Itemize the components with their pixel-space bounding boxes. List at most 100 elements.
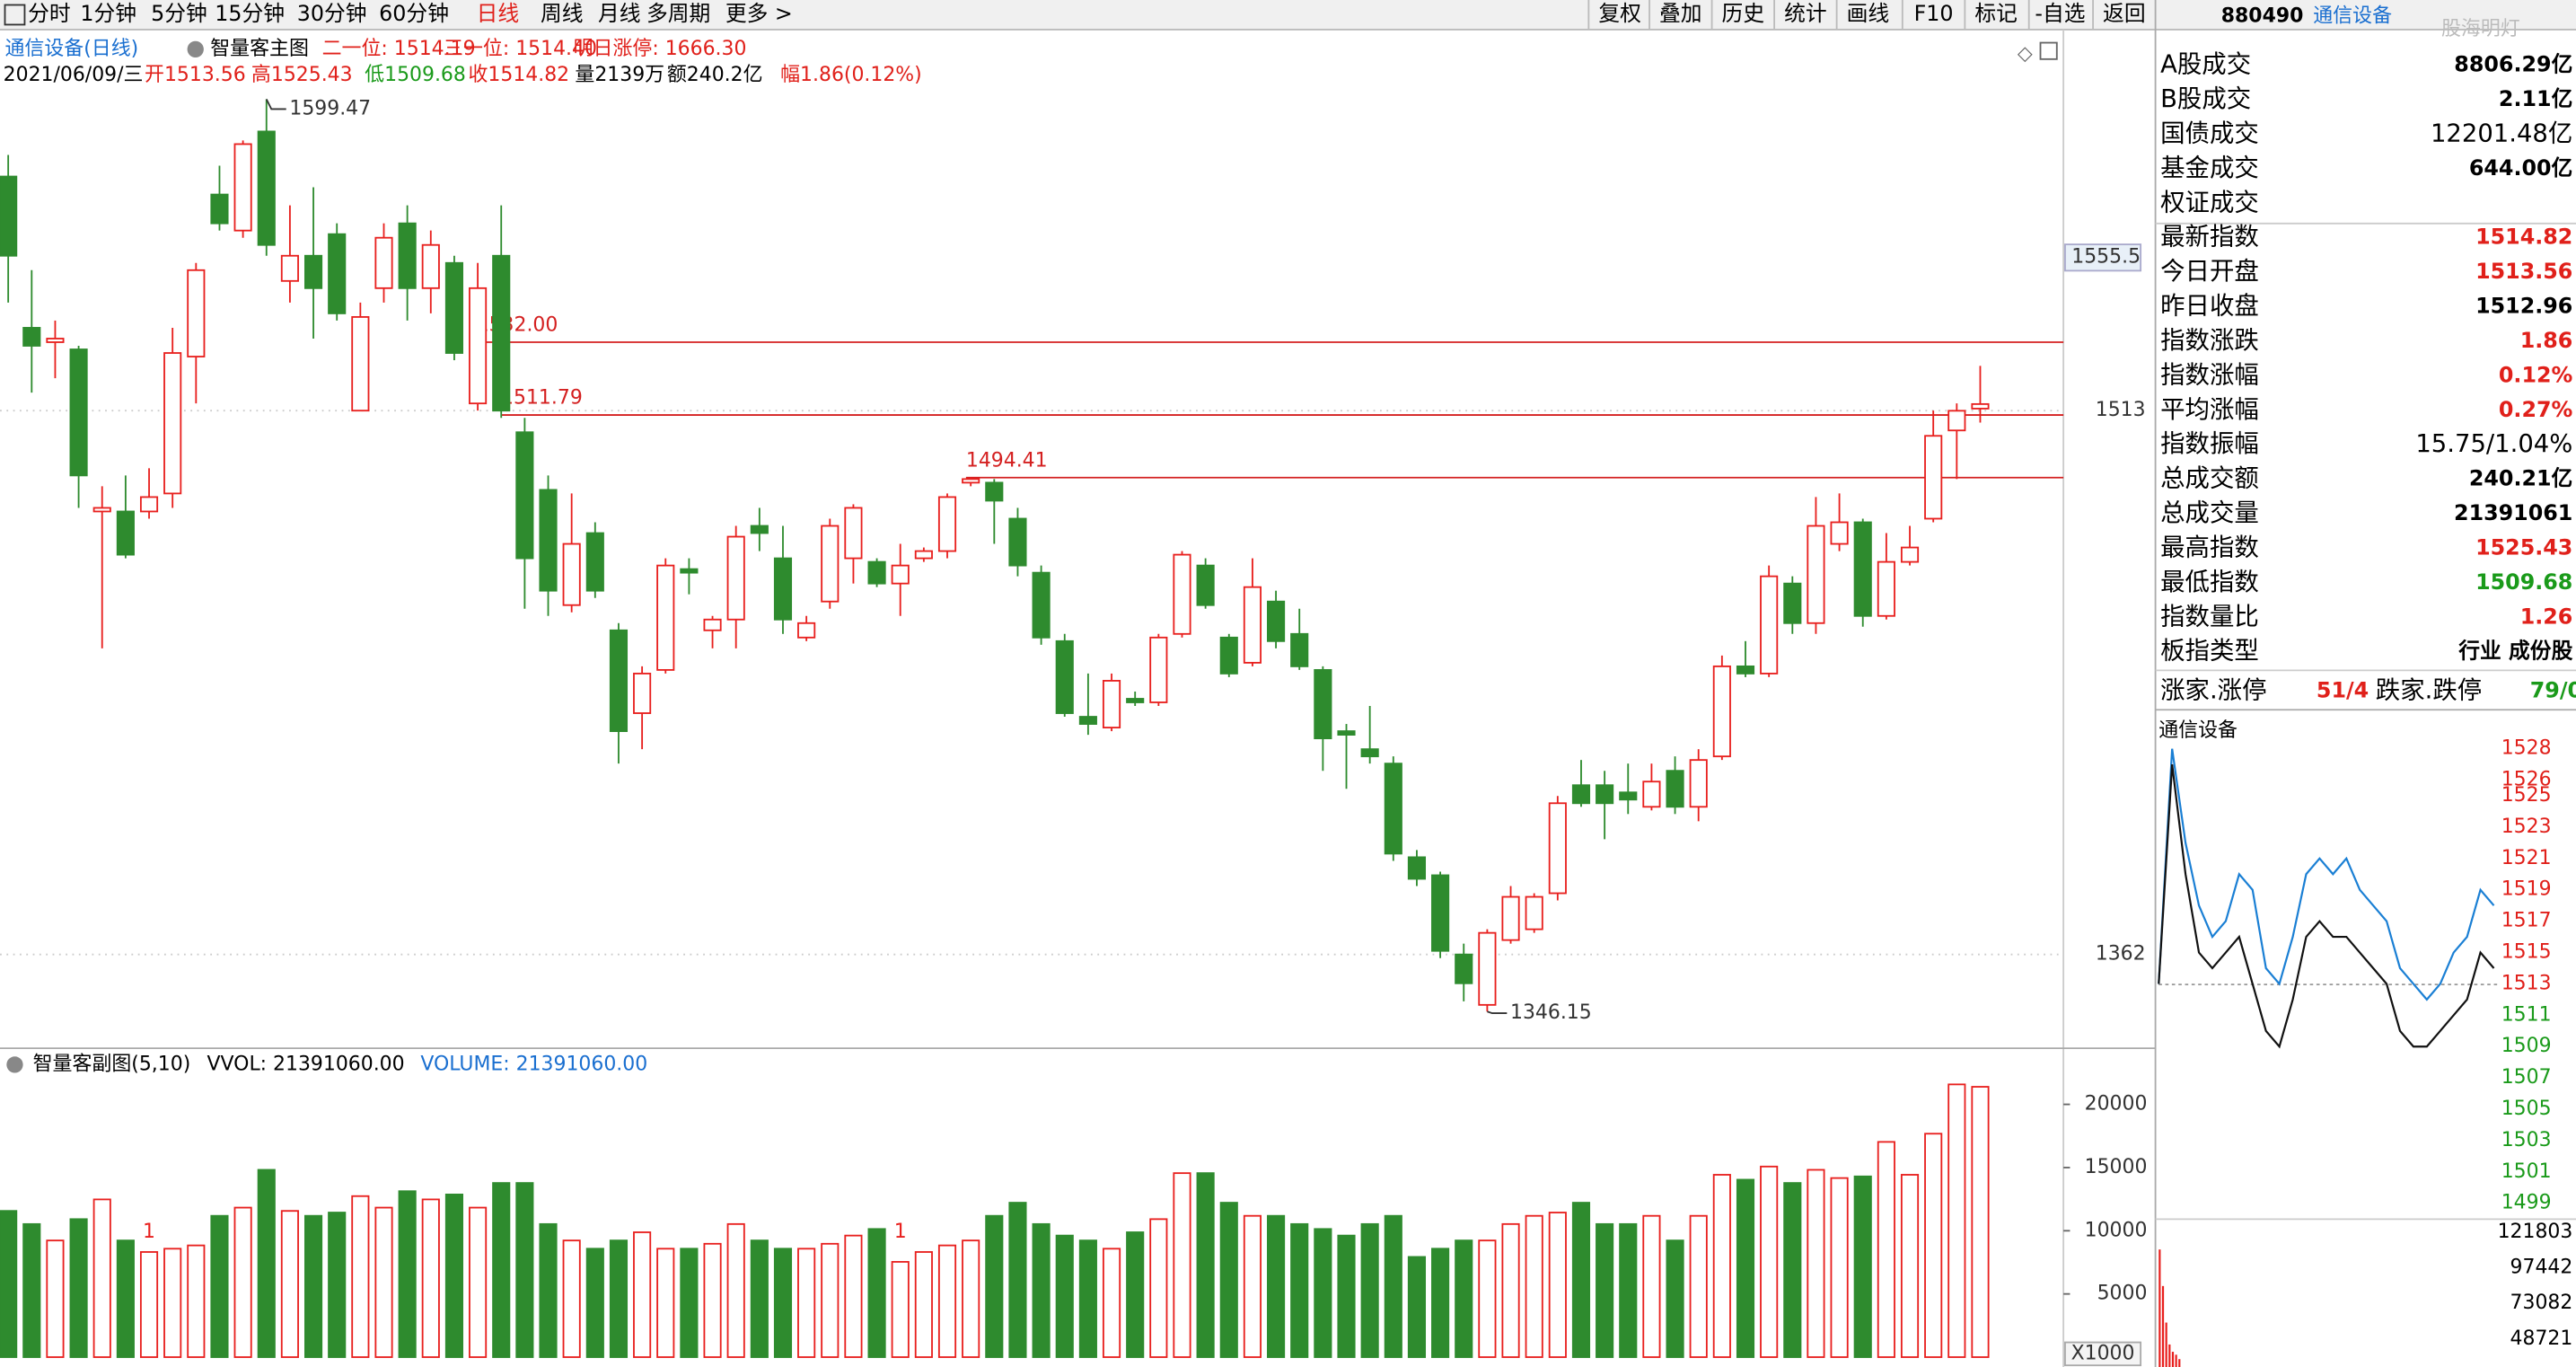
row-value: 240.21亿 — [2469, 466, 2572, 491]
volume-bar — [1712, 1174, 1731, 1358]
unit-label: X1000 — [2071, 1342, 2135, 1364]
candle-body — [351, 316, 370, 412]
settings-icon[interactable] — [6, 1056, 23, 1073]
candle-body — [585, 532, 604, 592]
row-label: 指数涨跌 — [2160, 327, 2259, 355]
period-tab[interactable]: 更多 > — [725, 1, 793, 26]
candle-body — [1455, 953, 1473, 984]
period-tab[interactable]: 5分钟 — [151, 1, 207, 26]
candle-body — [1032, 571, 1051, 639]
mini-tick-label: 1526 — [2501, 769, 2552, 791]
candle-body — [1947, 410, 1966, 432]
row-label: 国债成交 — [2160, 120, 2259, 148]
candle-body — [891, 564, 910, 585]
volume-bar — [1431, 1248, 1450, 1358]
cursor-box — [2064, 243, 2142, 272]
volume-bar — [797, 1248, 816, 1358]
volume-note: 1 — [143, 1221, 155, 1243]
candle-body — [1924, 435, 1943, 520]
period-tab[interactable]: 1分钟 — [80, 1, 136, 26]
volume-bar — [1337, 1234, 1356, 1358]
period-tab[interactable]: 日线 — [477, 1, 520, 26]
candle-body — [515, 431, 534, 560]
row-label: 今日开盘 — [2160, 258, 2259, 286]
tool-button[interactable]: -自选 — [2035, 1, 2085, 26]
period-tab[interactable]: 周线 — [541, 1, 584, 26]
period-tab[interactable]: 15分钟 — [215, 1, 285, 26]
candle-body — [1267, 600, 1286, 642]
period-tab[interactable]: 多周期 — [646, 1, 710, 26]
mini-volume-bar — [2158, 1249, 2161, 1367]
volume-bar — [1407, 1256, 1427, 1358]
candle-body — [680, 568, 699, 574]
volume-bar — [492, 1182, 511, 1358]
candle-body — [280, 254, 299, 282]
candle-body — [1596, 784, 1614, 805]
candle-body — [1666, 770, 1684, 808]
mini-tick-label: 1509 — [2501, 1035, 2552, 1057]
y-tick-label: 1362 — [2096, 943, 2146, 966]
row-label: 昨日收盘 — [2160, 293, 2259, 321]
menu-icon[interactable] — [4, 4, 26, 26]
settings-icon[interactable] — [187, 40, 204, 58]
mini-volume-bar — [2175, 1354, 2177, 1367]
volume-bar — [985, 1214, 1004, 1358]
diamond-icon[interactable]: ◇ — [2018, 42, 2033, 65]
candle-body — [821, 525, 840, 603]
candle-body — [609, 629, 629, 732]
tool-button[interactable]: 标记 — [1974, 1, 2018, 26]
period-tab[interactable]: 分时 — [28, 1, 71, 26]
candle-body — [398, 222, 417, 289]
volume-bar — [1196, 1172, 1215, 1358]
volume-bar — [1055, 1234, 1074, 1358]
period-tab[interactable]: 60分钟 — [379, 1, 449, 26]
mini-tick-label: 1505 — [2501, 1098, 2552, 1120]
tool-button[interactable]: 画线 — [1847, 1, 1890, 26]
volume-bar — [1219, 1202, 1238, 1358]
volume-bar — [187, 1244, 206, 1358]
candle-body — [1149, 636, 1168, 703]
volume-bar — [374, 1206, 393, 1358]
mini-volume-tick: 97442 — [2510, 1257, 2573, 1279]
candle-body — [562, 542, 581, 606]
volume-bar — [962, 1239, 980, 1358]
watermark: 股海明灯 — [2441, 18, 2520, 40]
candle-body — [1807, 525, 1825, 624]
volume-bar — [398, 1190, 417, 1358]
tool-button[interactable]: F10 — [1914, 1, 1954, 26]
mini-tick-label: 1503 — [2501, 1129, 2552, 1151]
candle-body — [46, 338, 65, 343]
candle-body — [1196, 564, 1215, 606]
window-icon[interactable] — [2039, 41, 2058, 60]
row-value: 1512.96 — [2475, 294, 2572, 319]
low-label: 1346.15 — [1510, 1001, 1592, 1024]
indicator: 明日涨停: 1666.30 — [574, 38, 747, 60]
candle-body — [656, 564, 675, 671]
tool-button[interactable]: 返回 — [2103, 1, 2146, 26]
candle-body — [421, 243, 440, 289]
tool-button[interactable]: 叠加 — [1659, 1, 1702, 26]
tool-button[interactable]: 统计 — [1784, 1, 1827, 26]
volume-bar — [303, 1214, 323, 1358]
candle-body — [1877, 560, 1895, 617]
volume-bar — [1807, 1169, 1825, 1358]
volume-bar — [1501, 1222, 1520, 1358]
volume-bar — [867, 1228, 886, 1358]
tool-button[interactable]: 复权 — [1598, 1, 1641, 26]
period-tab[interactable]: 月线 — [598, 1, 641, 26]
volume-bar — [1478, 1239, 1497, 1358]
period-tab[interactable]: 30分钟 — [297, 1, 367, 26]
volume-bar — [1032, 1222, 1051, 1358]
candle-body — [1501, 895, 1520, 941]
volume-bar — [1384, 1214, 1402, 1358]
volume-bar — [469, 1206, 488, 1358]
row-value: 1514.82 — [2475, 225, 2572, 250]
candle-body — [1290, 632, 1309, 667]
candle-body — [163, 352, 182, 495]
tool-button[interactable]: 历史 — [1722, 1, 1765, 26]
volume-bar — [821, 1242, 840, 1358]
volume-bar — [22, 1222, 41, 1358]
volume-bar — [562, 1239, 581, 1358]
volume-bar — [163, 1248, 182, 1358]
support-label: 1532.00 — [477, 314, 558, 337]
